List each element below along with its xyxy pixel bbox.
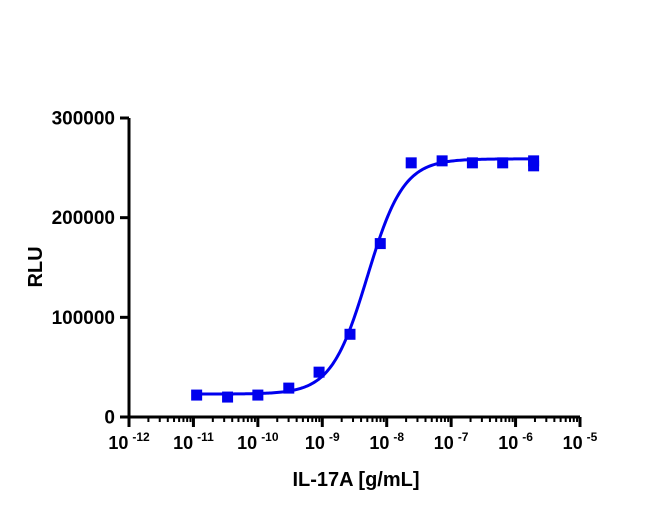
x-tick-exponent: -11: [197, 430, 214, 444]
x-tick-label: 10 -7: [434, 430, 469, 453]
x-tick-base: 10: [173, 433, 193, 453]
fit-curve: [196, 157, 534, 396]
x-tick-base: 10: [434, 433, 454, 453]
x-tick-base: 10: [237, 433, 257, 453]
data-points: [191, 155, 540, 403]
x-tick-base: 10: [563, 433, 583, 453]
data-point: [466, 157, 478, 169]
x-tick-label: 10 -9: [305, 430, 340, 453]
x-tick-exponent: -9: [329, 430, 340, 444]
data-point: [191, 389, 203, 401]
y-tick-label: 300000: [52, 109, 115, 130]
y-tick-label: 100000: [52, 308, 115, 329]
x-tick-base: 10: [369, 433, 389, 453]
data-point: [344, 328, 356, 340]
data-point: [497, 157, 509, 169]
x-tick-exponent: -8: [393, 430, 404, 444]
x-tick-label: 10 -11: [173, 430, 214, 453]
x-tick-label: 10 -10: [237, 430, 279, 453]
x-tick-exponent: -7: [458, 430, 469, 444]
x-tick-label: 10 -12: [108, 430, 150, 453]
x-tick-exponent: -10: [261, 430, 279, 444]
x-tick-exponent: -6: [522, 430, 533, 444]
x-tick-exponent: -12: [132, 430, 150, 444]
x-tick-base: 10: [305, 433, 325, 453]
y-tick-label: 200000: [52, 208, 115, 229]
y-axis-title: RLU: [25, 246, 47, 287]
data-point: [405, 157, 417, 169]
x-axis-title: IL-17A [g/mL]: [292, 469, 419, 491]
data-point: [436, 155, 448, 167]
data-point: [252, 389, 264, 401]
data-point: [313, 366, 325, 378]
x-tick-base: 10: [498, 433, 518, 453]
y-ticks: 0 100000 200000 300000: [52, 109, 129, 429]
x-ticks: 10 -12 10 -11 10 -10 10 -9 10 -8 10 -7 10 -6 10 -5: [108, 417, 598, 453]
y-tick-label: 0: [104, 408, 115, 429]
data-point: [283, 382, 295, 394]
x-tick-label: 10 -5: [563, 430, 598, 453]
x-tick-exponent: -5: [587, 430, 598, 444]
data-point: [374, 238, 386, 250]
x-tick-label: 10 -8: [369, 430, 404, 453]
x-tick-label: 10 -6: [498, 430, 533, 453]
data-point: [222, 391, 234, 403]
data-point: [528, 160, 540, 172]
x-tick-base: 10: [108, 433, 128, 453]
